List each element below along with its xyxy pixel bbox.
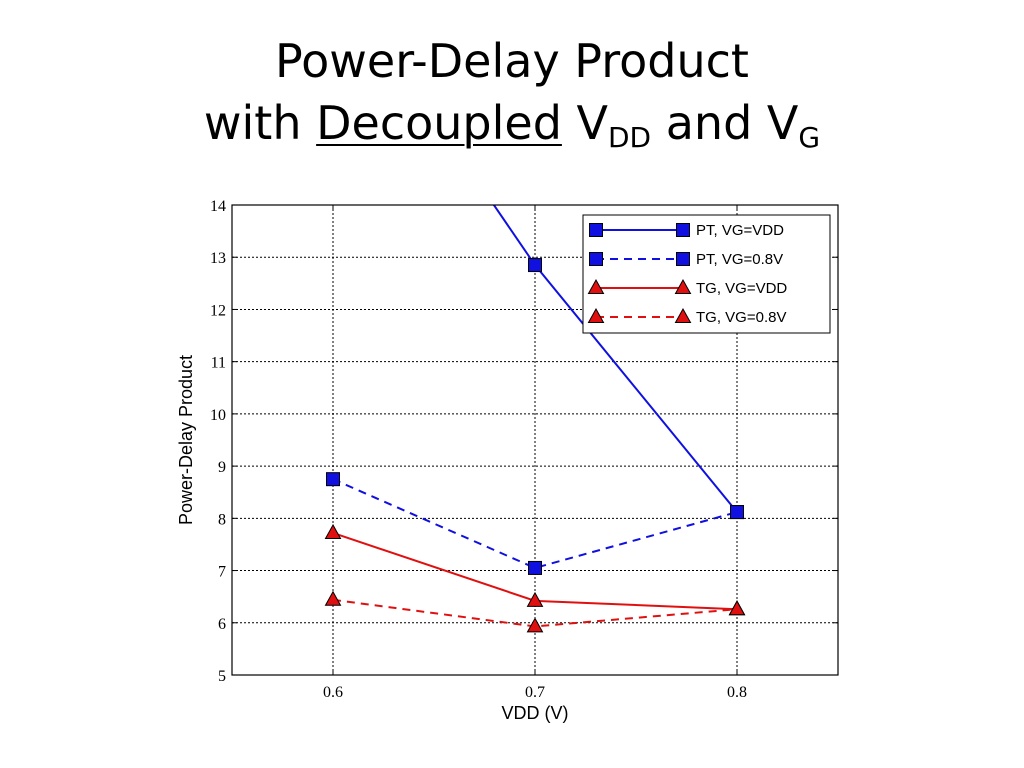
legend-marker bbox=[674, 307, 692, 323]
data-point bbox=[528, 560, 542, 575]
series-2 bbox=[326, 472, 744, 575]
y-tick-label: 12 bbox=[210, 302, 226, 319]
title-line-1: Power-Delay Product bbox=[275, 34, 749, 88]
title-underlined-word: Decoupled bbox=[316, 96, 562, 150]
plot-frame bbox=[231, 204, 839, 676]
title-sub-g: G bbox=[798, 121, 821, 154]
data-point bbox=[326, 472, 340, 487]
data-point bbox=[526, 591, 544, 607]
legend-box bbox=[582, 214, 831, 334]
title-prefix: with bbox=[203, 96, 317, 150]
tick-labels: 0.6 0.7 0.8 5 6 7 8 9 10 11 12 13 14 bbox=[210, 198, 747, 701]
y-axis-label: Power-Delay Product bbox=[176, 355, 196, 525]
legend-label: TG, VG=0.8V bbox=[696, 309, 786, 326]
x-tick-label: 0.8 bbox=[727, 684, 747, 701]
y-tick-label: 7 bbox=[218, 564, 226, 581]
ticks bbox=[232, 204, 838, 676]
title-sub-dd: DD bbox=[608, 121, 652, 154]
y-tick-label: 10 bbox=[210, 407, 226, 424]
y-tick-label: 8 bbox=[218, 511, 226, 528]
legend-marker bbox=[674, 278, 692, 294]
legend-label: PT, VG=VDD bbox=[696, 222, 784, 239]
data-point bbox=[730, 505, 744, 520]
title-line-2: with Decoupled VDD and VG bbox=[0, 92, 1024, 154]
title-v1: V bbox=[561, 96, 608, 150]
legend-marker bbox=[676, 223, 690, 237]
legend-marker bbox=[587, 278, 605, 294]
legend-marker bbox=[589, 223, 603, 237]
series-layer bbox=[324, 205, 746, 633]
x-tick-label: 0.7 bbox=[525, 684, 545, 701]
y-tick-label: 14 bbox=[210, 198, 226, 215]
data-point bbox=[324, 523, 342, 539]
legend-marker bbox=[676, 252, 690, 266]
y-tick-label: 6 bbox=[218, 616, 226, 633]
y-tick-label: 11 bbox=[211, 355, 226, 372]
y-tick-label: 5 bbox=[218, 668, 226, 685]
title-mid: and V bbox=[651, 96, 799, 150]
data-point bbox=[528, 258, 542, 273]
legend-marker bbox=[587, 307, 605, 323]
data-point bbox=[526, 617, 544, 633]
x-tick-label: 0.6 bbox=[323, 684, 343, 701]
series-line bbox=[332, 478, 738, 570]
y-tick-label: 13 bbox=[210, 250, 226, 267]
x-axis-label: VDD (V) bbox=[502, 703, 569, 723]
y-tick-label: 9 bbox=[218, 459, 226, 476]
legend-label: TG, VG=VDD bbox=[696, 280, 787, 297]
legend-marker bbox=[589, 252, 603, 266]
data-point bbox=[728, 600, 746, 616]
data-point bbox=[324, 590, 342, 606]
series-4 bbox=[324, 590, 746, 633]
legend: PT, VG=VDD PT, VG=0.8V TG, VG=VDD TG, VG=0.… bbox=[582, 214, 831, 334]
legend-label: PT, VG=0.8V bbox=[696, 251, 783, 268]
slide-title: Power-Delay Product with Decoupled VDD a… bbox=[0, 30, 1024, 154]
